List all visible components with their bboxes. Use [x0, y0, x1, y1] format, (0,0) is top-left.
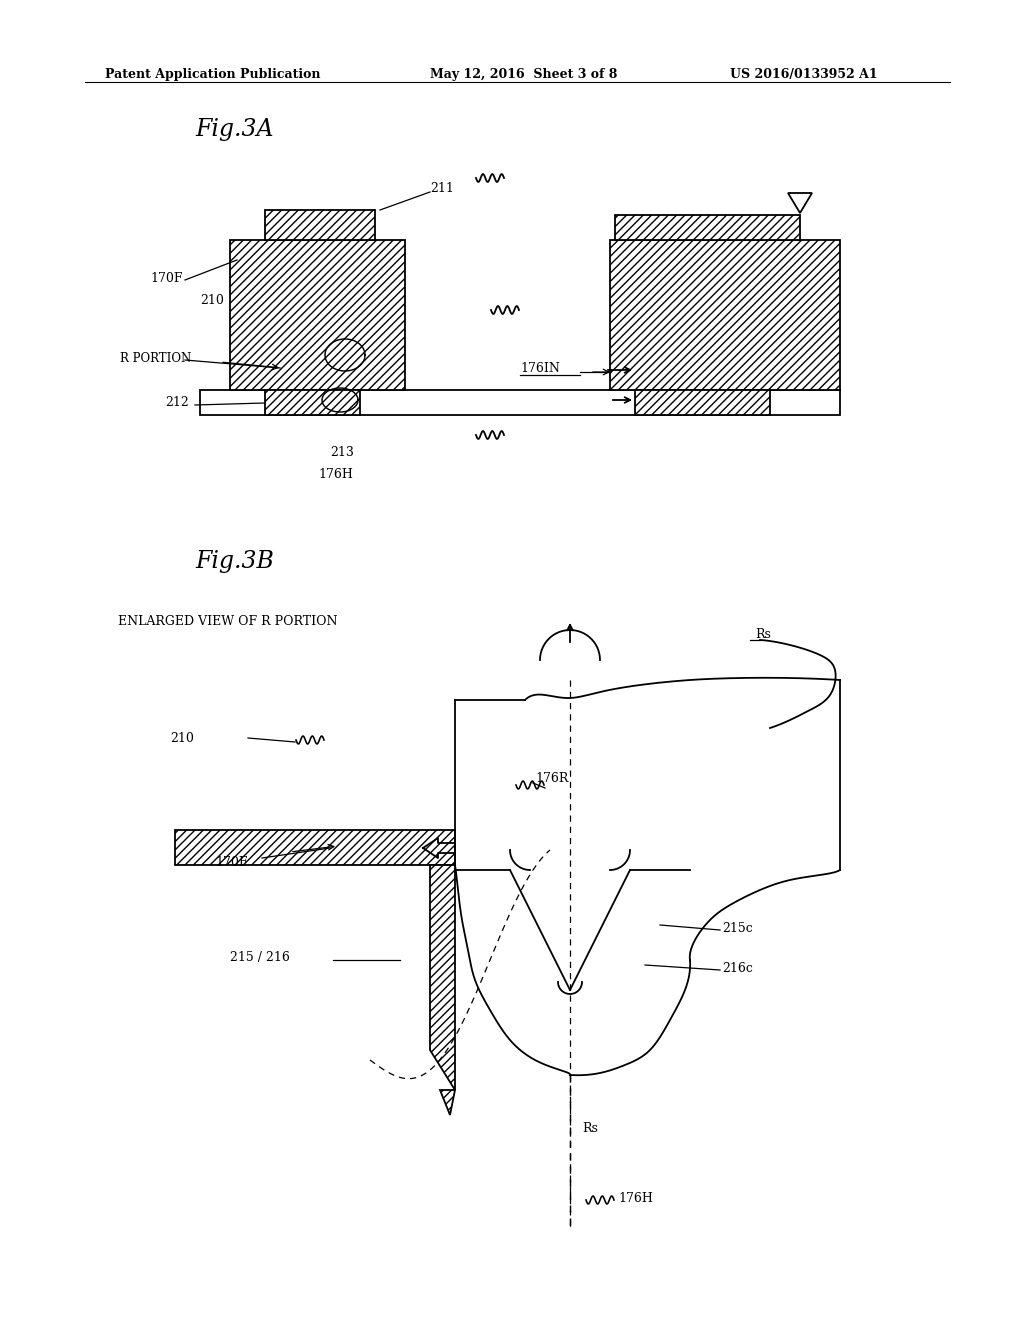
Text: May 12, 2016  Sheet 3 of 8: May 12, 2016 Sheet 3 of 8	[430, 69, 617, 81]
Text: 213: 213	[330, 446, 354, 458]
Text: 210: 210	[200, 293, 224, 306]
Text: 215c: 215c	[722, 921, 753, 935]
Polygon shape	[615, 215, 800, 240]
Polygon shape	[430, 865, 455, 1090]
Text: 170F: 170F	[215, 855, 248, 869]
Text: 176H: 176H	[618, 1192, 653, 1204]
Polygon shape	[265, 389, 360, 414]
Text: Fig.3A: Fig.3A	[195, 117, 273, 141]
Text: Rs: Rs	[582, 1122, 598, 1134]
Text: 212: 212	[165, 396, 188, 409]
Text: 176IN: 176IN	[520, 362, 560, 375]
Text: 176H: 176H	[318, 469, 353, 482]
Text: 211: 211	[430, 181, 454, 194]
Text: Rs: Rs	[755, 628, 771, 642]
Polygon shape	[175, 830, 455, 865]
Text: Patent Application Publication: Patent Application Publication	[105, 69, 321, 81]
Polygon shape	[440, 1090, 455, 1115]
Text: 170F: 170F	[150, 272, 182, 285]
Text: 210: 210	[170, 731, 194, 744]
Polygon shape	[230, 240, 406, 389]
Text: ENLARGED VIEW OF R PORTION: ENLARGED VIEW OF R PORTION	[118, 615, 338, 628]
Text: US 2016/0133952 A1: US 2016/0133952 A1	[730, 69, 878, 81]
Text: 215 / 216: 215 / 216	[230, 952, 290, 965]
Text: R PORTION: R PORTION	[120, 351, 191, 364]
Text: 176R: 176R	[535, 771, 568, 784]
Polygon shape	[610, 240, 840, 389]
Polygon shape	[265, 210, 375, 240]
Text: 216c: 216c	[722, 961, 753, 974]
Text: Fig.3B: Fig.3B	[195, 550, 273, 573]
Polygon shape	[635, 389, 770, 414]
